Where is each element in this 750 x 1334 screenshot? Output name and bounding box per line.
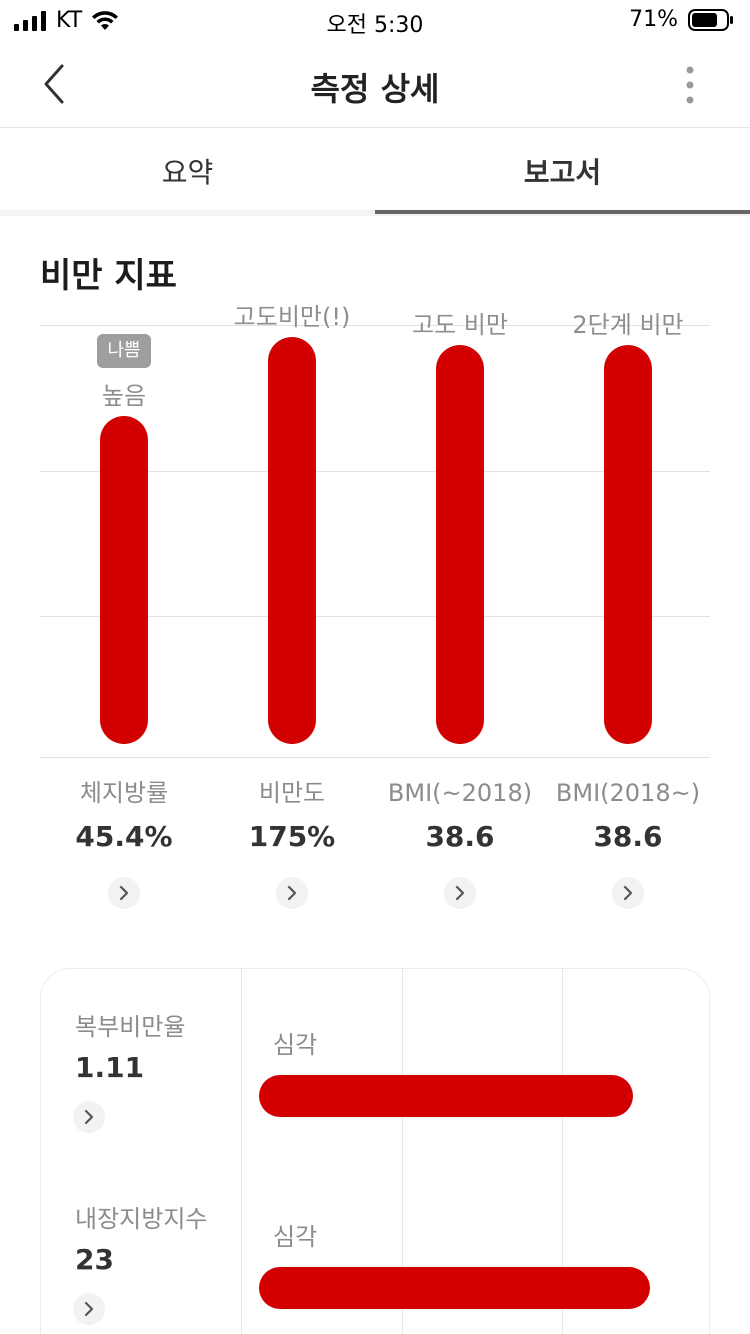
grid-line <box>40 325 710 326</box>
bar-level-label: 고도 비만 <box>412 311 508 339</box>
metric-name: BMI(2018~) <box>555 779 701 807</box>
bar-level-label: 2단계 비만 <box>572 311 684 339</box>
more-button[interactable] <box>674 62 706 110</box>
detail-row-button[interactable] <box>73 1101 105 1133</box>
detail-row-name: 내장지방지수 <box>75 1205 208 1233</box>
detail-row-value: 1.11 <box>75 1051 145 1084</box>
bar-level-label: 고도비만(!) <box>233 303 351 331</box>
detail-row-value: 23 <box>75 1243 114 1276</box>
metric-detail-button[interactable] <box>276 877 308 909</box>
metric-value: 175% <box>248 820 336 853</box>
detail-row-level: 심각 <box>273 1031 318 1059</box>
status-badge: 나쁨 <box>97 334 151 368</box>
carrier-label: KT <box>56 8 83 33</box>
status-bar: KT 오전 5:30 71% <box>0 0 750 40</box>
status-left: KT <box>14 8 120 33</box>
metric-detail-button[interactable] <box>108 877 140 909</box>
battery-percent: 71% <box>629 7 678 32</box>
chart-bar <box>604 345 652 744</box>
chevron-right-icon <box>287 885 297 901</box>
section-title: 비만 지표 <box>40 256 177 296</box>
chevron-right-icon <box>119 885 129 901</box>
metric-item: BMI(~2018) 38.6 <box>376 776 544 913</box>
chevron-right-icon <box>455 885 465 901</box>
back-button[interactable] <box>34 60 78 108</box>
chart-bar <box>100 416 148 744</box>
card-divider <box>241 969 242 1334</box>
status-right: 71% <box>629 7 734 32</box>
navigation-bar: 측정 상세 <box>0 40 750 128</box>
metric-name: 비만도 <box>258 779 326 807</box>
tab-summary[interactable]: 요약 <box>161 156 214 189</box>
battery-icon <box>688 8 733 31</box>
obesity-index-chart: 높음 나쁨 고도비만(!) 고도 비만 2단계 비만 <box>40 303 710 770</box>
more-vertical-icon <box>686 66 694 104</box>
status-time: 오전 5:30 <box>326 13 424 38</box>
detail-row-bar <box>259 1075 633 1117</box>
metric-item: 체지방률 45.4% <box>40 776 208 913</box>
tab-active-indicator <box>375 210 750 214</box>
grid-line <box>40 471 710 472</box>
tab-bar: 요약 보고서 <box>0 129 750 215</box>
bar-level-label: 높음 <box>101 382 147 410</box>
chevron-right-icon <box>84 1109 94 1125</box>
signal-icon <box>14 10 46 31</box>
chart-bar <box>436 345 484 744</box>
metric-item: 비만도 175% <box>208 776 376 913</box>
tab-report[interactable]: 보고서 <box>523 156 602 189</box>
card-grid-line <box>562 969 563 1334</box>
grid-line <box>40 757 710 758</box>
detail-row-level: 심각 <box>273 1223 318 1251</box>
detail-row-name: 복부비만율 <box>75 1013 186 1041</box>
chevron-right-icon <box>623 885 633 901</box>
metric-detail-button[interactable] <box>444 877 476 909</box>
metric-name: 체지방률 <box>79 779 169 807</box>
detail-row-button[interactable] <box>73 1293 105 1325</box>
grid-line <box>40 616 710 617</box>
metric-item: BMI(2018~) 38.6 <box>544 776 712 913</box>
chart-bar <box>268 337 316 744</box>
metric-detail-button[interactable] <box>612 877 644 909</box>
metric-value: 38.6 <box>593 820 663 853</box>
metric-name: BMI(~2018) <box>387 779 533 807</box>
wifi-icon <box>92 10 119 30</box>
metric-value: 38.6 <box>425 820 495 853</box>
metric-value: 45.4% <box>75 820 173 853</box>
chevron-left-icon <box>44 64 64 104</box>
chevron-right-icon <box>84 1301 94 1317</box>
page-title: 측정 상세 <box>310 70 440 108</box>
detail-card: 복부비만율 1.11 심각 내장지방지수 23 심각 <box>40 968 710 1334</box>
card-grid-line <box>402 969 403 1334</box>
detail-row-bar <box>259 1267 650 1309</box>
